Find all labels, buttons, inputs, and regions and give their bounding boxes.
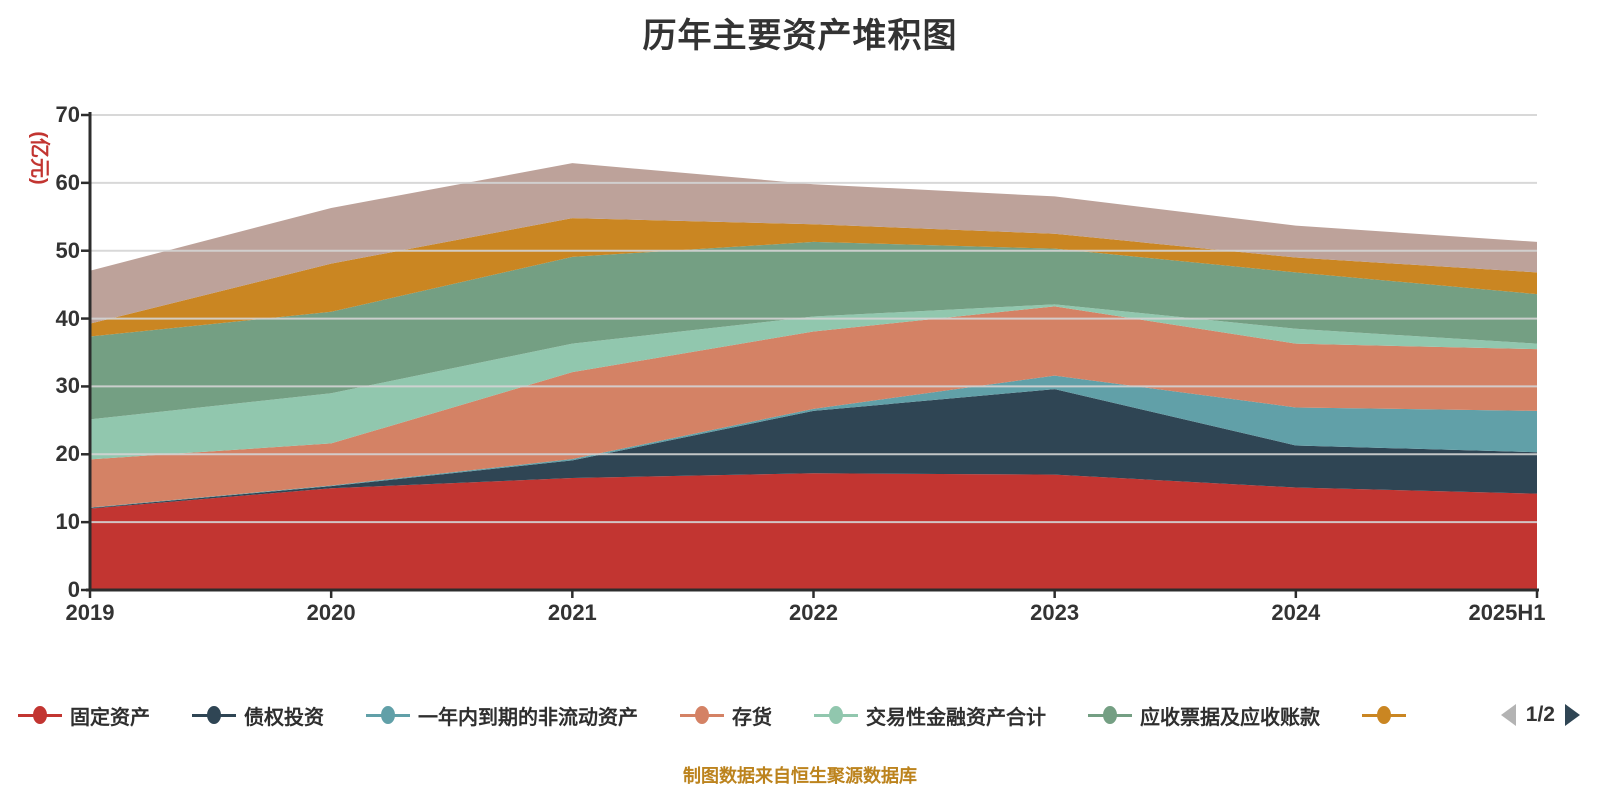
x-tick-label-2024: 2024 (1271, 600, 1321, 625)
legend-item-inventory[interactable]: 存货 (680, 701, 772, 730)
area-series-orange (90, 218, 1537, 337)
footer-note: 制图数据来自恒生聚源数据库 (683, 766, 917, 786)
area-trading-financial-assets (90, 304, 1537, 460)
area-debt-investments (90, 389, 1537, 509)
legend-prev-arrow-icon[interactable] (1500, 704, 1516, 726)
legend-pager: 1/2 (1500, 703, 1580, 727)
legend-item-trading-financial-assets[interactable]: 交易性金融资产合计 (814, 701, 1046, 730)
x-tick-label-2021: 2021 (547, 600, 597, 625)
legend-item-fixed-assets[interactable]: 固定资产 (18, 701, 150, 730)
legend-item-series-orange[interactable] (1362, 704, 1406, 726)
y-tick-label-40: 40 (55, 305, 80, 331)
chart-title: 历年主要资产堆积图 (642, 17, 958, 55)
x-tick-label-2019: 2019 (65, 600, 115, 625)
legend-label: 存货 (732, 706, 772, 729)
area-fixed-assets (90, 473, 1537, 590)
area-noncurrent-due-within-1y (90, 375, 1537, 508)
legend-next-arrow-icon[interactable] (1565, 704, 1580, 726)
legend-line-circle-icon (814, 704, 858, 726)
legend-item-debt-investments[interactable]: 债权投资 (192, 701, 324, 730)
legend-line-circle-icon (18, 704, 62, 726)
legend-item-noncurrent-due-within-1y[interactable]: 一年内到期的非流动资产 (366, 701, 638, 730)
legend: 固定资产 债权投资 一年内到期的非流动资产 存货 交易性金融资产合计 应收票据及应收账款 … (18, 698, 1590, 732)
area-series-mauve (90, 163, 1537, 324)
legend-page-indicator: 1/2 (1525, 703, 1555, 726)
y-tick-label-10: 10 (55, 509, 80, 535)
legend-label: 应收票据及应收账款 (1140, 706, 1320, 729)
x-tick-label-2025H1: 2025H1 (1468, 600, 1546, 625)
legend-line-circle-icon (680, 704, 724, 726)
y-tick-label-30: 30 (55, 373, 80, 399)
x-tick-label-2023: 2023 (1030, 600, 1080, 625)
area-inventory (90, 306, 1537, 508)
x-tick-label-2022: 2022 (789, 600, 838, 625)
y-tick-label-50: 50 (55, 237, 80, 263)
area-notes-accounts-receivable (90, 241, 1537, 420)
y-tick-label-60: 60 (55, 169, 80, 195)
legend-label: 债权投资 (244, 706, 324, 729)
legend-line-circle-icon (366, 704, 410, 726)
legend-label: 一年内到期的非流动资产 (418, 706, 638, 729)
legend-line-circle-icon (192, 704, 236, 726)
y-tick-label-20: 20 (55, 441, 80, 467)
x-tick-label-2020: 2020 (306, 600, 356, 625)
legend-line-circle-icon (1088, 704, 1132, 726)
legend-item-notes-accounts-receivable[interactable]: 应收票据及应收账款 (1088, 701, 1320, 730)
legend-label: 交易性金融资产合计 (866, 706, 1046, 729)
legend-label: 固定资产 (70, 706, 150, 729)
legend-line-circle-icon (1362, 704, 1406, 726)
y-tick-label-0: 0 (67, 577, 80, 602)
y-tick-label-70: 70 (55, 102, 80, 127)
